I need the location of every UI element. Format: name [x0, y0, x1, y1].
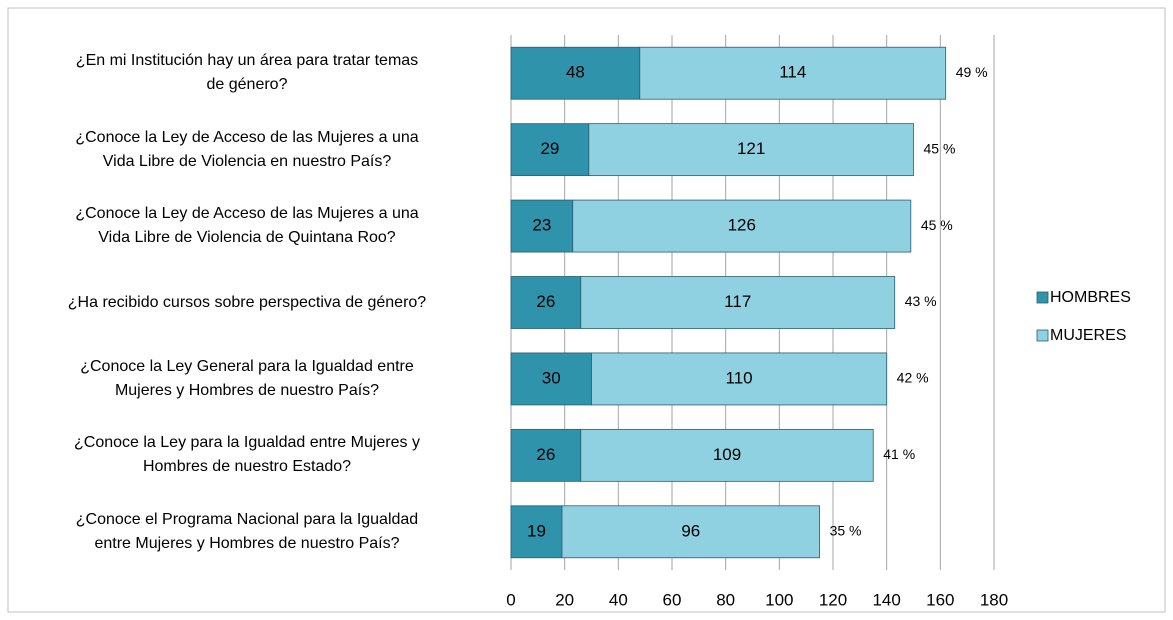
category-label: ¿En mi Institución hay un área para trat…	[75, 52, 419, 94]
legend-swatch	[1036, 291, 1049, 304]
percent-label: 41 %	[883, 446, 915, 462]
category-label: ¿Conoce la Ley de Acceso de las Mujeres …	[75, 128, 419, 170]
bar-segment	[580, 276, 896, 329]
data-label: 114	[779, 63, 806, 82]
data-label: 29	[540, 139, 559, 158]
x-tick-label: 60	[663, 590, 682, 609]
x-tick-label: 180	[980, 590, 1008, 609]
bar-segment	[510, 428, 582, 482]
percent-label: 35 %	[830, 522, 862, 538]
data-label: 121	[737, 139, 765, 158]
data-label: 30	[542, 368, 561, 387]
x-tick-label: 160	[926, 590, 954, 609]
bar-segment	[510, 46, 641, 100]
bar-segment	[561, 505, 820, 559]
data-label: 126	[728, 216, 756, 235]
category-label: ¿Conoce la Ley para la Igualdad entre Mu…	[74, 434, 420, 476]
percent-label: 42 %	[897, 370, 929, 386]
category-label: ¿Conoce la Ley General para la Igualdad …	[80, 357, 414, 399]
bar-segment	[510, 505, 563, 559]
data-label: 48	[566, 63, 585, 82]
x-tick-label: 0	[506, 590, 515, 609]
bar-segment	[572, 199, 912, 253]
chart-border	[7, 7, 1166, 613]
bar-segment	[510, 123, 590, 177]
bar-segment	[588, 123, 914, 177]
data-label: 96	[681, 521, 700, 540]
category-label: ¿Ha recibido cursos sobre perspectiva de…	[67, 293, 427, 311]
data-label: 19	[527, 521, 546, 540]
data-label: 26	[536, 292, 555, 311]
legend-swatch	[1036, 329, 1049, 342]
percent-label: 43 %	[905, 293, 937, 309]
bar-segment	[510, 276, 582, 329]
x-tick-label: 140	[872, 590, 900, 609]
x-tick-label: 20	[555, 590, 574, 609]
x-tick-label: 100	[765, 590, 793, 609]
legend-label: HOMBRES	[1050, 289, 1131, 306]
bar-segment	[591, 352, 888, 406]
bar-segment	[510, 352, 592, 406]
percent-label: 45 %	[921, 217, 953, 233]
category-label: ¿Conoce la Ley de Acceso de las Mujeres …	[75, 205, 419, 247]
legend-label: MUJERES	[1050, 327, 1126, 344]
x-tick-label: 40	[609, 590, 628, 609]
x-tick-label: 80	[716, 590, 735, 609]
x-tick-label: 120	[819, 590, 847, 609]
percent-label: 45 %	[924, 140, 956, 156]
data-label: 109	[713, 445, 741, 464]
bar-segment	[580, 428, 874, 482]
category-label: ¿Conoce el Programa Nacional para la Igu…	[75, 510, 419, 552]
bar-segment	[510, 199, 574, 253]
data-label: 110	[726, 368, 753, 387]
bar-segment	[639, 46, 947, 100]
data-label: 117	[724, 292, 751, 311]
data-label: 26	[536, 445, 555, 464]
data-label: 23	[532, 216, 551, 235]
percent-label: 49 %	[956, 64, 988, 80]
